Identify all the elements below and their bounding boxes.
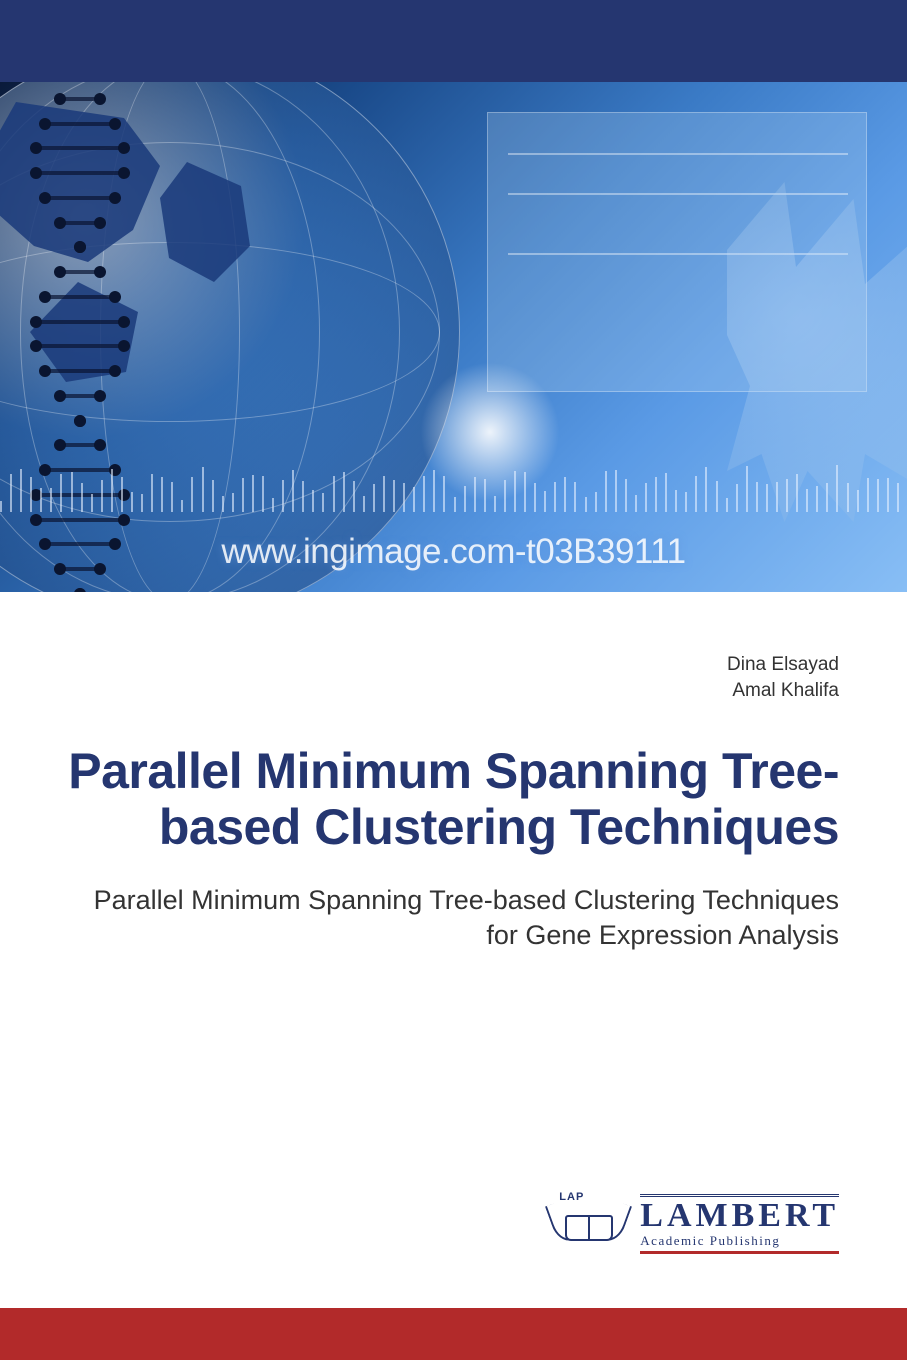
authors-block: Dina Elsayad Amal Khalifa bbox=[68, 652, 839, 703]
book-subtitle: Parallel Minimum Spanning Tree-based Clu… bbox=[68, 883, 839, 952]
content-area: Dina Elsayad Amal Khalifa Parallel Minim… bbox=[0, 592, 907, 952]
publisher-subtitle: Academic Publishing bbox=[640, 1233, 839, 1249]
author-line: Amal Khalifa bbox=[68, 678, 839, 704]
panel-line bbox=[508, 253, 848, 255]
watermark-text: www.ingimage.com-t03B39111 bbox=[221, 532, 685, 572]
waveform bbox=[0, 452, 907, 532]
panel-line bbox=[508, 153, 848, 155]
author-line: Dina Elsayad bbox=[68, 652, 839, 678]
bottom-bar bbox=[0, 1308, 907, 1360]
top-bar bbox=[0, 0, 907, 82]
book-title: Parallel Minimum Spanning Tree-based Clu… bbox=[68, 743, 839, 855]
hero-image: www.ingimage.com-t03B39111 bbox=[0, 82, 907, 592]
panel-line bbox=[508, 193, 848, 195]
publisher-logo: LAP LAMBERT Academic Publishing bbox=[551, 1193, 839, 1255]
publisher-icon: LAP bbox=[551, 1193, 626, 1255]
publisher-name: LAMBERT bbox=[640, 1199, 839, 1233]
book-icon bbox=[565, 1215, 613, 1241]
publisher-text: LAMBERT Academic Publishing bbox=[640, 1194, 839, 1254]
